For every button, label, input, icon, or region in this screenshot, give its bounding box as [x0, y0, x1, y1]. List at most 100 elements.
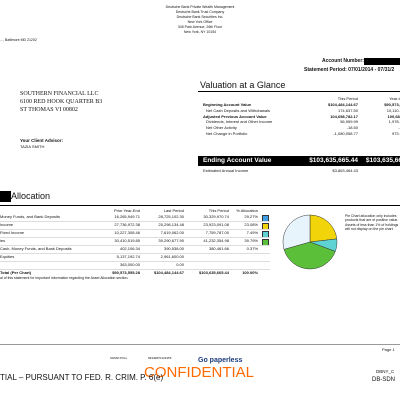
client-address-line: SOUTHERN FINANCIAL LLC	[20, 91, 99, 97]
column-header: Last Period	[163, 208, 184, 213]
client-address-line: ST THOMAS VI 00802	[20, 107, 78, 113]
advisor-name: TAZIA SMITH	[20, 144, 45, 149]
row-rule	[0, 253, 270, 254]
valuation-label: Adjusted Previous Account Value	[203, 113, 267, 119]
code: 99349870123456	[148, 356, 172, 360]
redaction	[364, 58, 400, 65]
doc-id: DBNY_C	[376, 369, 395, 374]
allocation-label: Fixed Income	[0, 230, 25, 235]
allocation-value: 0.37%	[246, 246, 258, 251]
page-number: Page 1	[382, 347, 395, 352]
column-header: Prior Year-End	[113, 208, 140, 213]
allocation-label: Income	[0, 222, 14, 227]
statement-period: Statement Period: 07/01/2014 - 07/31/2	[304, 67, 395, 73]
pie-slice	[282, 214, 311, 250]
valuation-value: 10,110.5	[386, 107, 400, 113]
allocation-value: 16,265,949.71	[114, 214, 140, 219]
allocation-note: al of this statement for important infor…	[0, 276, 129, 280]
allocation-value: 7,759,787.00	[205, 230, 229, 235]
bank-address-line: New York, NY 10154	[183, 30, 217, 34]
valuation-label: Beginning Account Value	[203, 102, 252, 107]
allocation-label: Equities	[0, 254, 15, 259]
allocation-label: Cash, Money Funds, and Bank Deposits	[0, 246, 72, 251]
bank-address-line: Deutsche Bank Private Wealth Management	[165, 5, 235, 9]
bank-address-line: 345 Park Avenue, 26th Floor	[177, 25, 223, 29]
row-rule	[0, 229, 270, 230]
allocation-value: 39,290,677.90	[158, 238, 184, 243]
valuation-value: $104,484,144.67	[327, 102, 358, 107]
pie-slice	[309, 214, 338, 243]
pie-chart	[282, 214, 338, 270]
allocation-value: 380,461.66	[208, 246, 229, 251]
allocation-value: 2,961,600.00	[160, 254, 184, 259]
valuation-value: 973.9	[391, 131, 400, 136]
allocation-title: Allocation	[11, 191, 51, 201]
allocation-value: 7,619,062.00	[160, 230, 184, 235]
rule	[0, 344, 400, 345]
allocation-value: 23.08%	[244, 222, 258, 227]
valuation-value: 100,683	[387, 113, 400, 119]
valuation-value: -1,080,058.77	[333, 131, 358, 136]
valuation-value: 1,978.1	[388, 119, 400, 125]
allocation-value: 7.49%	[246, 230, 258, 235]
column-header: % Allocation	[236, 208, 258, 213]
row-rule	[0, 221, 270, 222]
valuation-value: -18.50	[346, 125, 358, 131]
column-header: This Period	[208, 208, 229, 213]
allocation-value: 363,000.00	[119, 262, 140, 267]
allocation-value: 30,329,970.74	[203, 214, 229, 219]
allocation-value: 41,232,354.98	[203, 238, 229, 243]
allocation-value: 0.00	[176, 262, 184, 267]
return-address: ..., Baltimore MD 21202	[0, 38, 37, 42]
account-number-label: Account Number:	[322, 58, 364, 64]
allocation-value: 5,137,192.74	[116, 254, 140, 259]
total-value: $90,573,555.28	[112, 270, 140, 275]
total-value: $104,484,144.67	[153, 270, 184, 275]
paperless: Go paperless	[198, 357, 243, 364]
pie-slice	[283, 241, 336, 270]
valuation-value: 56,959.99	[340, 119, 358, 125]
allocation-value: 29.27%	[244, 214, 258, 219]
ending-value: $103,635,665.44	[309, 157, 358, 164]
valuation-value: $90,573,6	[384, 102, 400, 107]
total-value: 100.00%	[242, 270, 258, 275]
bank-address-line: New York Office	[187, 20, 213, 24]
bank-address-line: Deutsche Bank Trust Company	[175, 10, 225, 14]
allocation-value: 10,227,308.46	[114, 230, 140, 235]
valuation-label: Dividends, Interest and Other Income	[206, 119, 273, 125]
valuation-value: -1	[398, 126, 400, 130]
valuation-label: Net Other Activity	[206, 125, 237, 131]
row-rule	[0, 261, 270, 262]
allocation-value: 28,725,102.30	[158, 214, 184, 219]
column-header: This Period	[337, 96, 358, 101]
allocation-value: 27,736,972.38	[114, 222, 140, 227]
redaction	[0, 191, 11, 202]
bank-address-line: Deutsche Bank Securities Inc.	[176, 15, 224, 19]
valuation-title: Valuation at a Glance	[200, 80, 286, 90]
valuation-label: Net Change in Portfolio	[206, 131, 248, 136]
allocation-value: 30,410,519.85	[114, 238, 140, 243]
client-address-line: 6100 RED HOOK QUARTER B3	[20, 99, 103, 105]
rule	[198, 91, 400, 92]
allocation-value: 23,923,091.08	[203, 222, 229, 227]
advisor-label: Your Client Advisor:	[20, 138, 64, 143]
valuation-label: Net Cash Deposits and Withdrawals	[206, 107, 271, 113]
column-header: Year-to	[389, 96, 400, 101]
allocation-value: 390,538.00	[163, 246, 184, 251]
legal: TIAL – PURSUANT TO FED. R. CRIM. P. 6(e)	[0, 373, 164, 382]
ending-value: $103,635,66	[365, 157, 400, 164]
rule	[0, 205, 400, 206]
valuation-value: 104,658,782.17	[330, 113, 358, 119]
allocation-label: Money Funds, and Bank Deposits	[0, 214, 61, 219]
total-label: Total (Per Chart)	[0, 270, 32, 275]
code: SHMR POLL	[110, 356, 128, 360]
row-rule	[0, 245, 270, 246]
confidential: CONFIDENTIAL	[144, 364, 255, 381]
allocation-value: 402,106.34	[119, 246, 140, 251]
ending-label: Ending Account Value	[203, 157, 272, 164]
estimated-value: $3,863,464.43	[332, 168, 358, 173]
bates: DB-SDN	[372, 377, 396, 383]
row-rule	[0, 237, 270, 238]
allocation-label: ies	[0, 238, 6, 243]
